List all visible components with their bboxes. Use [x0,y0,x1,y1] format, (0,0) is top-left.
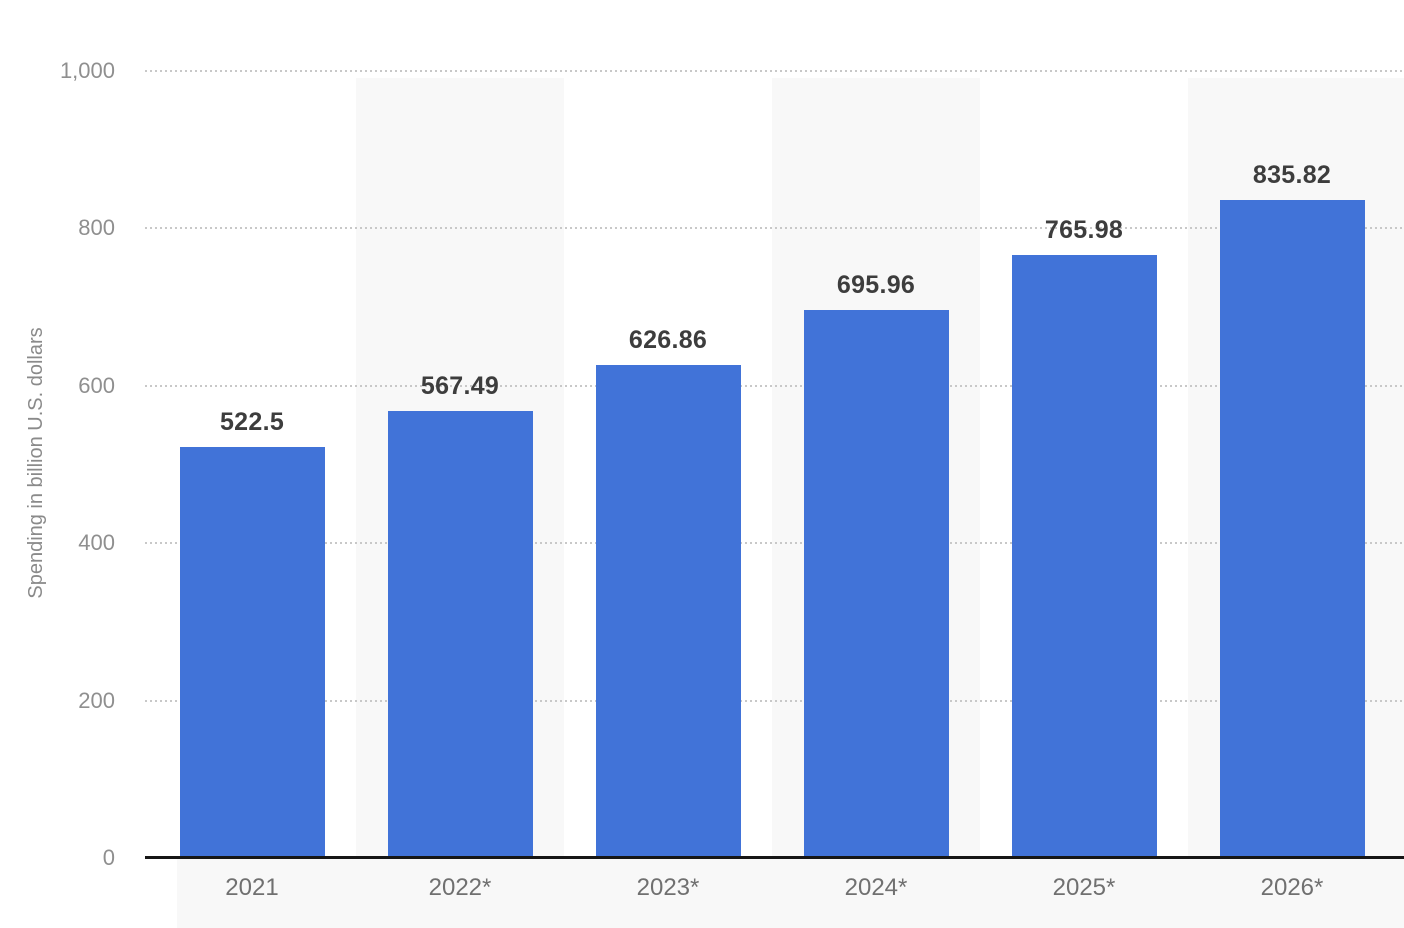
y-axis-tick-label: 600 [78,372,115,398]
bar-value-label: 695.96 [836,271,916,300]
x-axis-tick-label: 2023* [636,874,700,901]
x-axis-tick-label: 2025* [1052,874,1116,901]
bar-value-label: 522.5 [219,407,285,436]
horizontal-gridline [145,384,1404,387]
horizontal-gridline [145,542,1404,545]
axis-footer-background [177,859,1404,928]
bar-value-label: 765.98 [1044,216,1124,245]
bar[interactable] [387,411,533,858]
y-axis-tick-label: 400 [78,530,115,556]
y-axis-tick-label: 1,000 [59,58,115,83]
x-axis-line [145,856,1404,859]
bar[interactable] [1011,255,1157,858]
y-axis-tick-label: 200 [78,687,115,713]
bar[interactable] [803,310,949,858]
x-axis-tick-label: 2022* [428,874,492,901]
x-axis-tick-label: 2024* [844,874,908,901]
y-axis-tick-label: 0 [102,845,115,870]
bar[interactable] [1219,200,1365,858]
horizontal-gridline [145,699,1404,702]
y-axis-tick-label: 800 [78,215,115,241]
horizontal-gridline [145,227,1404,230]
bar-value-label: 835.82 [1252,161,1332,190]
x-axis-tick-label: 2026* [1260,874,1324,901]
bar[interactable] [595,364,741,858]
bar[interactable] [179,446,325,858]
bar-value-label: 626.86 [628,325,708,354]
horizontal-gridline [145,70,1404,72]
y-axis-title: Spending in billion U.S. dollars [25,327,47,599]
bar-value-label: 567.49 [420,372,500,401]
x-axis-tick-label: 2021 [225,874,279,901]
